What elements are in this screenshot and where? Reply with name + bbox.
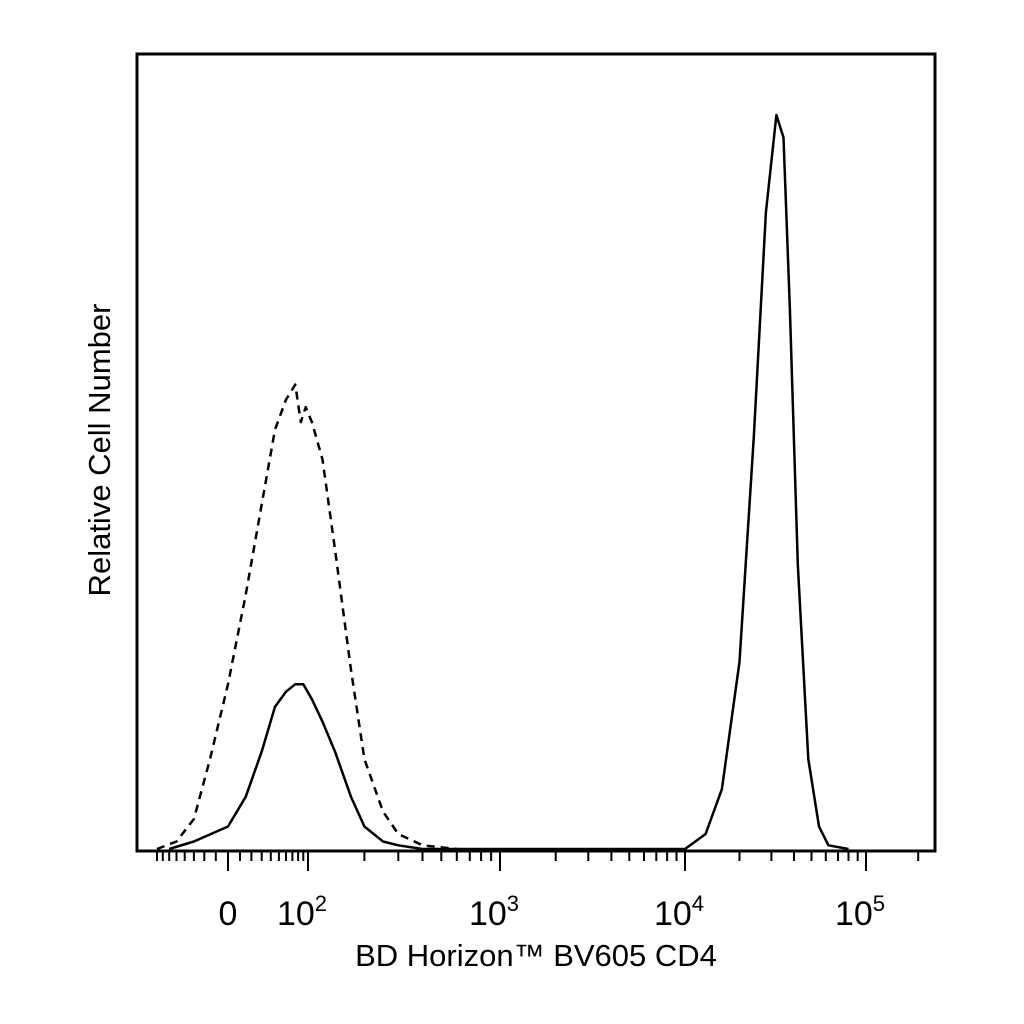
series-line-solid: [168, 113, 849, 851]
x-tick-label: 103: [469, 891, 519, 933]
x-axis-ticks: [156, 851, 920, 871]
y-axis-title: Relative Cell Number: [82, 304, 117, 597]
x-tick-label: 104: [654, 891, 704, 933]
x-tick-label: 102: [277, 891, 327, 933]
series-group: [156, 113, 849, 851]
x-tick-label: 0: [219, 895, 238, 933]
plot-frame: [135, 52, 937, 853]
x-tick-label: 105: [835, 891, 885, 933]
x-axis-tick-labels: 0 102 103 104 105: [219, 891, 886, 933]
x-axis-title: BD Horizon™ BV605 CD4: [355, 938, 717, 973]
series-line-dashed: [156, 383, 457, 851]
